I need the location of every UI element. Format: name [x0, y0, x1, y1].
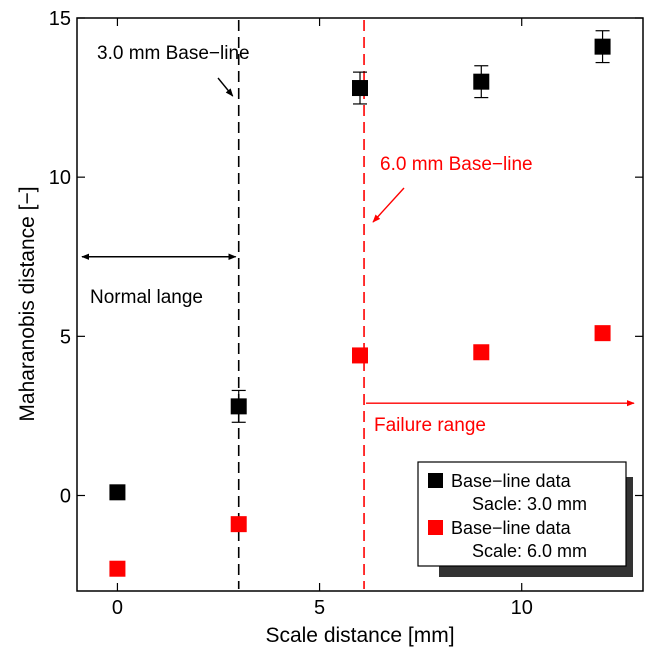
legend-box: [417, 461, 627, 567]
point-1-3: [473, 344, 490, 361]
legend-marker-black: [428, 473, 443, 488]
reference-lines: [237, 20, 365, 589]
x-tick-label-0: 0: [112, 597, 123, 619]
point-1-1: [230, 516, 247, 533]
point-0-4: [594, 38, 611, 55]
x-tick-label-2: 10: [511, 597, 533, 619]
x-axis-title: Scale distance [mm]: [265, 624, 454, 647]
point-0-2: [352, 80, 368, 97]
point-1-0: [109, 560, 126, 577]
point-1-2: [352, 347, 368, 364]
tick-labels: 0 5 10 0 5 10 15: [49, 8, 533, 619]
annotation-normal-range: Normal lange: [90, 287, 203, 308]
annotation-failure-range: Failure range: [374, 415, 486, 436]
plot-frame: [76, 17, 644, 592]
point-0-1: [230, 398, 247, 415]
y-tick-label-3: 15: [49, 8, 71, 30]
arrow-baseline-3: [217, 77, 234, 97]
legend-label-red: Base−line data: [451, 518, 572, 538]
legend: Base−line data Sacle: 3.0 mm Base−line d…: [417, 461, 633, 577]
data-points: [109, 38, 611, 577]
y-tick-label-1: 5: [60, 326, 71, 348]
point-1-4: [594, 325, 611, 342]
legend-label-black: Base−line data: [451, 471, 572, 491]
annotation-baseline-6: 6.0 mm Base−line: [380, 154, 533, 175]
point-0-3: [473, 73, 490, 90]
y-tick-label-0: 0: [60, 486, 71, 508]
annotation-baseline-3: 3.0 mm Base−line: [97, 43, 250, 64]
point-0-0: [109, 484, 126, 501]
arrow-baseline-6: [372, 187, 405, 223]
error-bars: [110, 30, 610, 497]
legend-detail-black: Sacle: 3.0 mm: [472, 494, 587, 514]
y-axis-title: Maharanobis distance [−]: [16, 186, 39, 421]
x-tick-label-1: 5: [314, 597, 325, 619]
legend-detail-red: Scale: 6.0 mm: [472, 541, 587, 561]
annotation-arrows: [81, 77, 635, 407]
legend-marker-red: [428, 520, 443, 535]
y-tick-label-2: 10: [49, 167, 71, 189]
